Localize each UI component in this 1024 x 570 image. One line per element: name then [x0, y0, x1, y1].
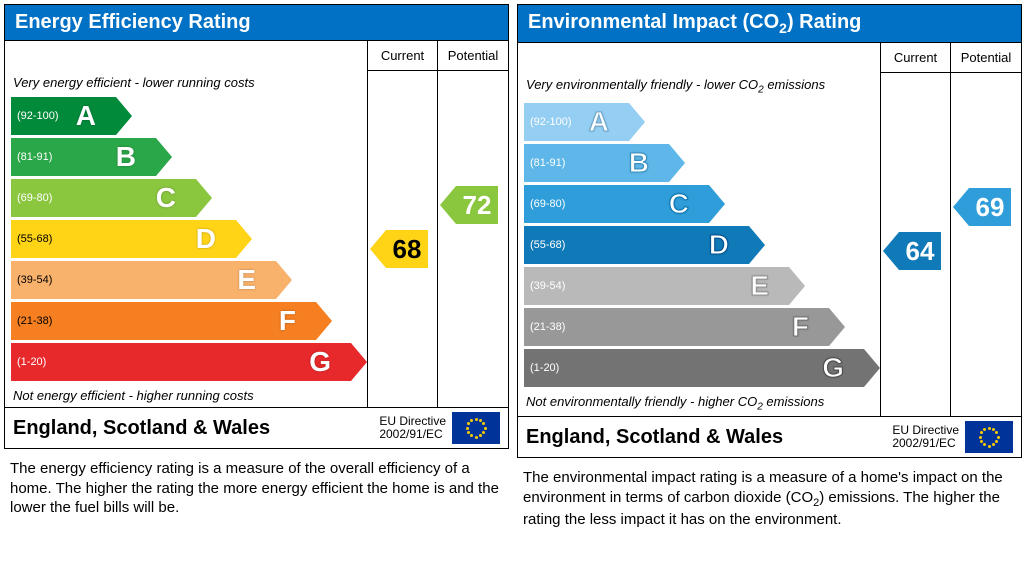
current-value: 68: [386, 230, 428, 268]
band-letter: B: [629, 147, 649, 179]
rating-band-G: (1-20) G: [524, 349, 880, 387]
enviro-title: Environmental Impact (CO2) Rating: [517, 4, 1022, 43]
enviro-current-header: Current: [881, 43, 951, 73]
enviro-directive: EU Directive 2002/91/EC: [892, 424, 959, 450]
epc-container: Energy Efficiency Rating Current Potenti…: [0, 0, 1024, 533]
enviro-footer: England, Scotland & Wales EU Directive 2…: [517, 417, 1022, 458]
potential-pointer: 69: [953, 188, 1011, 226]
enviro-current-col: 64: [881, 73, 951, 416]
band-letter: C: [156, 182, 176, 214]
energy-title: Energy Efficiency Rating: [4, 4, 509, 41]
band-range: (39-54): [11, 274, 52, 286]
current-value: 64: [899, 232, 941, 270]
eu-flag-icon: [452, 412, 500, 444]
rating-band-C: (69-80) C: [11, 179, 367, 217]
band-range: (55-68): [524, 239, 565, 251]
energy-top-note: Very energy efficient - lower running co…: [5, 71, 367, 94]
band-range: (39-54): [524, 280, 565, 292]
band-range: (92-100): [524, 116, 572, 128]
current-pointer: 68: [370, 230, 428, 268]
enviro-location: England, Scotland & Wales: [526, 426, 892, 449]
enviro-potential-col: 69: [951, 73, 1021, 416]
rating-band-F: (21-38) F: [524, 308, 880, 346]
enviro-top-note: Very environmentally friendly - lower CO…: [518, 73, 880, 100]
energy-col-headers: Current Potential: [5, 41, 508, 71]
enviro-bars: (92-100) A (81-91) B (69-80) C (55-68) D (39-54)…: [518, 100, 880, 390]
band-range: (92-100): [11, 110, 59, 122]
band-range: (81-91): [11, 151, 52, 163]
enviro-description: The environmental impact rating is a mea…: [517, 458, 1022, 529]
rating-band-C: (69-80) C: [524, 185, 880, 223]
band-letter: F: [279, 305, 296, 337]
band-letter: C: [669, 188, 689, 220]
rating-band-B: (81-91) B: [524, 144, 880, 182]
energy-potential-header: Potential: [438, 41, 508, 71]
rating-band-B: (81-91) B: [11, 138, 367, 176]
rating-band-E: (39-54) E: [524, 267, 880, 305]
enviro-bot-note: Not environmentally friendly - higher CO…: [518, 390, 880, 417]
energy-footer: England, Scotland & Wales EU Directive 2…: [4, 408, 509, 449]
band-letter: E: [750, 270, 769, 302]
energy-current-header: Current: [368, 41, 438, 71]
band-range: (55-68): [11, 233, 52, 245]
eu-flag-icon: [965, 421, 1013, 453]
band-letter: D: [196, 223, 216, 255]
energy-description: The energy efficiency rating is a measur…: [4, 449, 509, 518]
band-range: (21-38): [524, 321, 565, 333]
rating-band-D: (55-68) D: [11, 220, 367, 258]
band-letter: A: [589, 106, 609, 138]
enviro-chart: Current Potential Very environmentally f…: [517, 43, 1022, 417]
band-letter: G: [309, 346, 331, 378]
band-range: (69-80): [524, 198, 565, 210]
band-letter: A: [76, 100, 96, 132]
band-range: (1-20): [11, 356, 46, 368]
rating-band-A: (92-100) A: [11, 97, 367, 135]
potential-pointer: 72: [440, 186, 498, 224]
band-range: (69-80): [11, 192, 52, 204]
enviro-col-headers: Current Potential: [518, 43, 1021, 73]
energy-bot-note: Not energy efficient - higher running co…: [5, 384, 367, 407]
energy-directive: EU Directive 2002/91/EC: [379, 415, 446, 441]
band-letter: E: [237, 264, 256, 296]
energy-current-col: 68: [368, 71, 438, 407]
band-range: (21-38): [11, 315, 52, 327]
band-letter: D: [709, 229, 729, 261]
enviro-potential-header: Potential: [951, 43, 1021, 73]
rating-band-G: (1-20) G: [11, 343, 367, 381]
energy-bars: (92-100) A (81-91) B (69-80) C (55-68) D (39-54)…: [5, 94, 367, 384]
potential-value: 69: [969, 188, 1011, 226]
enviro-panel: Environmental Impact (CO2) Rating Curren…: [517, 4, 1022, 529]
potential-value: 72: [456, 186, 498, 224]
energy-potential-col: 72: [438, 71, 508, 407]
band-range: (81-91): [524, 157, 565, 169]
band-letter: B: [116, 141, 136, 173]
rating-band-A: (92-100) A: [524, 103, 880, 141]
band-letter: G: [822, 352, 844, 384]
rating-band-F: (21-38) F: [11, 302, 367, 340]
band-range: (1-20): [524, 362, 559, 374]
band-letter: F: [792, 311, 809, 343]
rating-band-E: (39-54) E: [11, 261, 367, 299]
current-pointer: 64: [883, 232, 941, 270]
rating-band-D: (55-68) D: [524, 226, 880, 264]
energy-location: England, Scotland & Wales: [13, 417, 379, 440]
energy-chart: Current Potential Very energy efficient …: [4, 41, 509, 408]
energy-panel: Energy Efficiency Rating Current Potenti…: [4, 4, 509, 529]
